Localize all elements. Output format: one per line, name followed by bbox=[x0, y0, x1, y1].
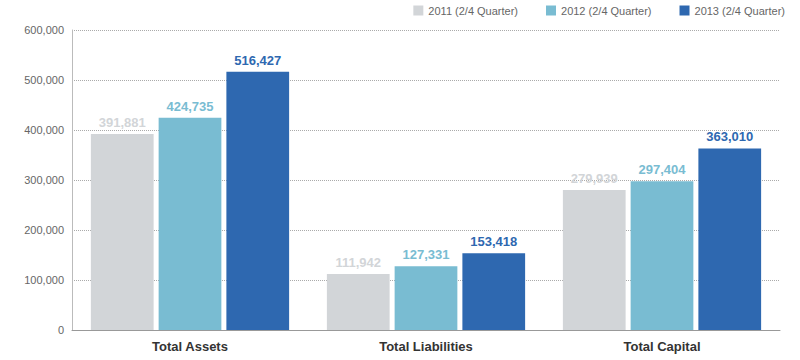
svg-text:0: 0 bbox=[58, 324, 64, 336]
svg-text:297,404: 297,404 bbox=[639, 162, 687, 177]
svg-text:Total Liabilities: Total Liabilities bbox=[379, 339, 473, 354]
svg-text:127,331: 127,331 bbox=[403, 247, 450, 262]
svg-text:111,942: 111,942 bbox=[335, 255, 381, 270]
svg-text:500,000: 500,000 bbox=[24, 74, 64, 86]
svg-text:200,000: 200,000 bbox=[24, 224, 64, 236]
svg-text:600,000: 600,000 bbox=[24, 24, 64, 36]
svg-text:153,418: 153,418 bbox=[470, 234, 517, 249]
svg-text:279,939: 279,939 bbox=[571, 171, 618, 186]
svg-text:516,427: 516,427 bbox=[234, 53, 281, 68]
svg-text:Total Assets: Total Assets bbox=[152, 339, 228, 354]
svg-text:391,881: 391,881 bbox=[99, 115, 146, 130]
svg-text:100,000: 100,000 bbox=[24, 274, 64, 286]
svg-text:400,000: 400,000 bbox=[24, 124, 64, 136]
svg-text:Total Capital: Total Capital bbox=[623, 339, 700, 354]
svg-text:363,010: 363,010 bbox=[706, 129, 753, 144]
svg-text:2013 (2/4 Quarter): 2013 (2/4 Quarter) bbox=[695, 5, 786, 17]
svg-text:424,735: 424,735 bbox=[167, 99, 214, 114]
svg-text:300,000: 300,000 bbox=[24, 174, 64, 186]
svg-text:2011 (2/4 Quarter): 2011 (2/4 Quarter) bbox=[428, 5, 518, 17]
svg-text:2012 (2/4 Quarter): 2012 (2/4 Quarter) bbox=[561, 5, 652, 17]
